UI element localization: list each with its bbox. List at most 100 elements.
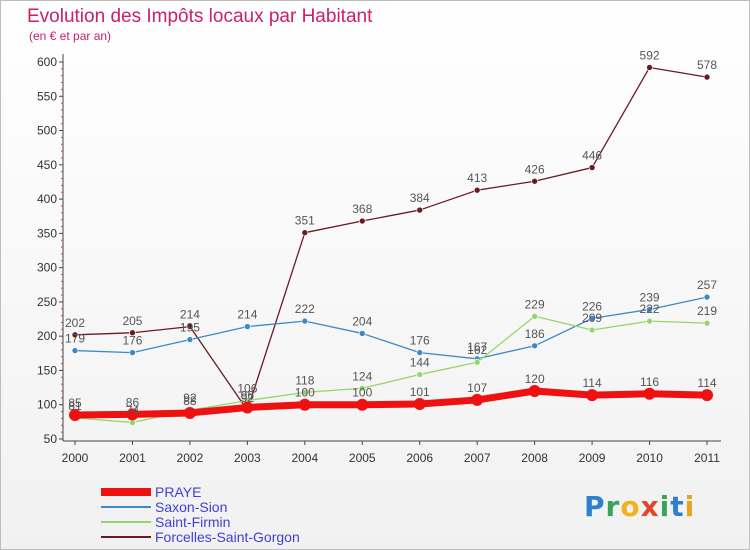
chart-title: Evolution des Impôts locaux par Habitant: [27, 6, 373, 27]
y-tick-label: 250: [37, 295, 57, 309]
data-point: [473, 186, 481, 194]
x-tick-label: 2010: [636, 451, 663, 465]
data-point: [301, 229, 309, 236]
data-label: 100: [295, 386, 315, 400]
x-tick-label: 2008: [521, 451, 548, 465]
data-point: [186, 323, 194, 330]
data-label: 176: [122, 334, 142, 348]
data-label: 368: [352, 202, 372, 216]
data-point: [586, 389, 599, 402]
data-label: 86: [126, 395, 140, 409]
x-tick-label: 2003: [234, 451, 261, 465]
logo-letter: i: [684, 490, 696, 523]
legend-label: PRAYE: [155, 484, 202, 500]
data-label: 195: [180, 321, 200, 335]
data-label: 214: [180, 308, 200, 322]
data-label: 114: [697, 376, 716, 390]
data-label: 116: [640, 375, 659, 389]
data-label: 222: [295, 302, 315, 316]
data-label: 107: [467, 381, 487, 395]
y-tick-label: 100: [37, 398, 57, 412]
data-point: [129, 329, 136, 337]
data-label: 202: [65, 316, 85, 330]
data-point: [646, 317, 653, 325]
legend-swatch: [101, 521, 151, 523]
y-tick-label: 400: [37, 192, 57, 206]
legend-label: Forcelles-Saint-Gorgon: [155, 529, 300, 545]
data-label: 92: [183, 391, 197, 405]
data-label: 205: [122, 314, 142, 328]
data-label: 219: [697, 304, 717, 318]
series-line: [74, 66, 708, 411]
legend-label: Saxon-Sion: [155, 499, 228, 515]
data-label: 226: [582, 299, 602, 313]
data-point: [473, 358, 481, 366]
data-label: 167: [467, 340, 487, 354]
data-point: [588, 164, 596, 171]
data-point: [701, 389, 713, 402]
data-point: [186, 336, 194, 343]
x-tick-label: 2000: [62, 451, 89, 465]
data-point: [703, 319, 711, 327]
data-label: 88: [183, 394, 197, 408]
logo-letter: r: [605, 490, 621, 523]
data-point: [129, 349, 136, 356]
data-label: 592: [640, 48, 660, 62]
legend-swatch: [101, 506, 151, 508]
data-point: [244, 323, 251, 330]
y-tick-label: 550: [37, 89, 57, 103]
data-label: 229: [525, 297, 545, 311]
data-label: 106: [237, 382, 257, 396]
data-label: 124: [352, 369, 372, 383]
data-point: [416, 371, 424, 378]
y-tick-label: 500: [37, 124, 57, 138]
series-line: [71, 387, 711, 419]
legend-swatch: [101, 488, 151, 496]
logo-letter: x: [640, 490, 660, 523]
y-tick-label: 600: [37, 55, 57, 69]
data-label: 351: [295, 214, 315, 228]
data-label: 100: [352, 386, 372, 400]
y-tick-label: 150: [37, 363, 57, 377]
data-label: 413: [467, 171, 487, 185]
data-label: 92: [241, 391, 255, 405]
data-label: 85: [68, 396, 82, 410]
x-tick-label: 2006: [406, 451, 433, 465]
data-point: [703, 73, 711, 81]
data-label: 446: [582, 149, 602, 163]
data-point: [531, 313, 538, 320]
data-point: [416, 349, 424, 356]
data-point: [301, 389, 309, 396]
data-label: 74: [126, 404, 140, 418]
logo-letter: i: [659, 490, 671, 523]
data-point: [471, 393, 484, 406]
data-label: 162: [467, 343, 487, 357]
data-label: 179: [65, 332, 85, 346]
data-point: [129, 419, 136, 426]
data-label: 214: [237, 308, 257, 322]
data-point: [416, 206, 424, 214]
y-tick-label: 300: [37, 261, 57, 275]
data-label: 426: [525, 162, 545, 176]
data-label: 384: [410, 191, 430, 205]
data-label: 222: [640, 302, 660, 316]
data-point: [301, 317, 309, 325]
data-point: [241, 401, 254, 414]
y-tick-label: 50: [44, 432, 58, 446]
data-point: [183, 406, 196, 419]
data-point: [643, 387, 656, 400]
logo-letter: P: [584, 490, 606, 523]
data-label: 209: [582, 311, 602, 325]
data-point: [646, 64, 653, 71]
data-label: 186: [525, 327, 545, 341]
series-line: [74, 296, 708, 360]
data-point: [358, 330, 366, 337]
data-point: [358, 217, 366, 225]
data-label: 578: [697, 58, 717, 72]
logo-letter: t: [670, 490, 685, 523]
logo-letter: o: [620, 490, 641, 523]
data-point: [358, 384, 366, 392]
data-label: 81: [68, 399, 82, 413]
data-label: 101: [410, 385, 430, 399]
